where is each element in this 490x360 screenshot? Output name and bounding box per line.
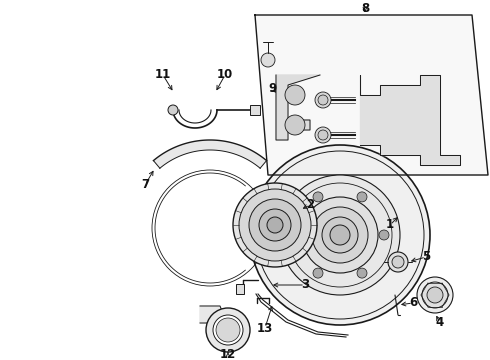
Text: 9: 9 <box>268 81 276 94</box>
Circle shape <box>267 217 283 233</box>
Text: 7: 7 <box>141 179 149 192</box>
Circle shape <box>206 308 250 352</box>
Circle shape <box>422 282 448 308</box>
Circle shape <box>250 145 430 325</box>
Polygon shape <box>360 75 460 165</box>
Circle shape <box>261 53 275 67</box>
Circle shape <box>417 277 453 313</box>
Circle shape <box>392 256 404 268</box>
Circle shape <box>318 95 328 105</box>
Circle shape <box>357 192 367 202</box>
Circle shape <box>291 230 301 240</box>
Text: 1: 1 <box>386 219 394 231</box>
Circle shape <box>285 85 305 105</box>
Text: 10: 10 <box>217 68 233 81</box>
Circle shape <box>233 183 317 267</box>
Circle shape <box>427 287 443 303</box>
Circle shape <box>285 115 305 135</box>
Bar <box>250 105 260 115</box>
Circle shape <box>322 217 358 253</box>
Polygon shape <box>255 15 488 175</box>
Circle shape <box>357 268 367 278</box>
Circle shape <box>249 199 301 251</box>
Text: 2: 2 <box>306 198 314 211</box>
Circle shape <box>312 207 368 263</box>
Text: 11: 11 <box>155 68 171 81</box>
Text: 3: 3 <box>301 279 309 292</box>
Circle shape <box>318 130 328 140</box>
Text: 5: 5 <box>422 251 430 264</box>
Circle shape <box>315 127 331 143</box>
Text: 12: 12 <box>220 348 236 360</box>
Text: 8: 8 <box>361 1 369 14</box>
Polygon shape <box>200 306 225 323</box>
Text: 6: 6 <box>409 297 417 310</box>
Circle shape <box>379 230 389 240</box>
Circle shape <box>388 252 408 272</box>
Circle shape <box>216 318 240 342</box>
Text: 13: 13 <box>257 321 273 334</box>
Circle shape <box>315 92 331 108</box>
Circle shape <box>313 268 323 278</box>
Bar <box>236 284 244 294</box>
Circle shape <box>330 225 350 245</box>
Polygon shape <box>276 75 320 140</box>
Polygon shape <box>153 140 267 168</box>
Circle shape <box>259 209 291 241</box>
Circle shape <box>302 197 378 273</box>
Circle shape <box>313 192 323 202</box>
Text: 4: 4 <box>436 316 444 329</box>
Circle shape <box>168 105 178 115</box>
Circle shape <box>213 315 243 345</box>
Circle shape <box>239 189 311 261</box>
Circle shape <box>280 175 400 295</box>
